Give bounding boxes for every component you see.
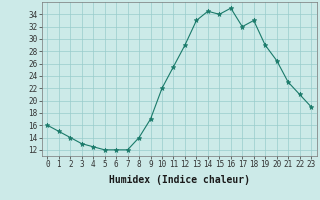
X-axis label: Humidex (Indice chaleur): Humidex (Indice chaleur) (109, 175, 250, 185)
